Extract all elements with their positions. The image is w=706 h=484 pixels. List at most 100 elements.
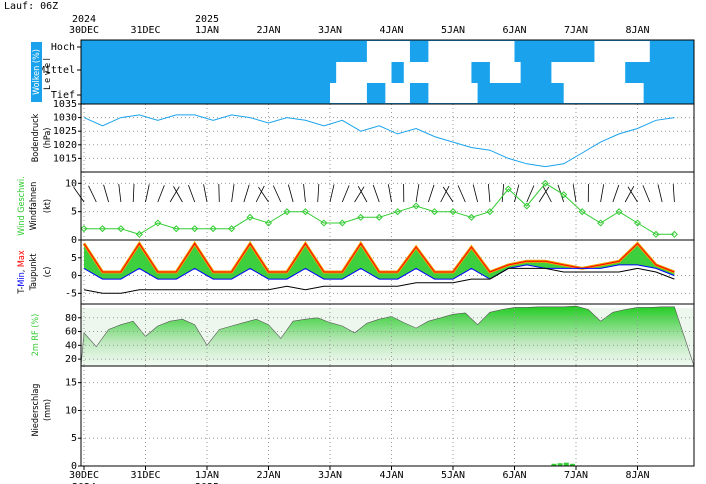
wind-barb (272, 185, 282, 203)
temperature-unit-text: (c) (43, 267, 53, 278)
wind-barb (428, 184, 435, 203)
clear-sky-block (489, 62, 521, 83)
wind-point (597, 219, 605, 227)
humidity-ylabel: 2m RF (%) (31, 314, 41, 356)
temperature-min-line (83, 264, 675, 280)
pressure-ylabel-text: Bodendruck (31, 113, 41, 162)
top-day-label: 6JAN (502, 25, 526, 36)
bottom-day-label: 8JAN (625, 470, 649, 481)
pressure-line (83, 114, 675, 168)
wind-ylabel: Wind Geschwi. (17, 176, 27, 235)
dewpoint-ylabel: Taupunkt (29, 254, 39, 292)
precipitation-ytick-label: 15 (65, 378, 77, 389)
wind-point (449, 208, 457, 216)
wind-speed-line (84, 182, 675, 235)
top-day-label: 4JAN (379, 25, 403, 36)
wind-barb (173, 186, 183, 203)
wind-barb-ylabel: Windfahnen (29, 182, 39, 231)
wind-point (301, 208, 309, 216)
wind-barb (188, 184, 196, 203)
bottom-year-label: 2024 (72, 482, 96, 484)
wind-barb (329, 184, 335, 203)
temperature-ylabel-text: T-Min, Max (17, 250, 27, 295)
precipitation-ytick-label: 0 (71, 461, 77, 472)
pressure-ytick-label: 1030 (53, 113, 77, 124)
humidity-ytick-label: 20 (65, 354, 77, 365)
wind-ytick-label: 10 (65, 178, 77, 189)
temperature-unit: (c) (43, 267, 53, 278)
wind-point (209, 225, 217, 233)
clear-sky-block (366, 41, 410, 62)
wind-barb (501, 184, 505, 203)
run-label: Lauf: 06Z (4, 1, 59, 12)
wind-point (394, 208, 402, 216)
wind-point (578, 208, 586, 216)
wind-frame (80, 171, 695, 241)
wind-barb (440, 185, 450, 203)
wind-barb (642, 185, 651, 203)
wind-barb (538, 186, 550, 203)
precipitation-unit: (mm) (43, 399, 53, 421)
top-day-label: 1JAN (195, 25, 219, 36)
bottom-day-label: 7JAN (564, 470, 588, 481)
wind-barb (657, 184, 663, 203)
wind-barb (303, 184, 306, 203)
wind-point (541, 179, 549, 187)
wind-point (486, 208, 494, 216)
humidity-ytick-label: 80 (65, 313, 77, 324)
humidity-ytick-label: 40 (65, 340, 77, 351)
wind-point (467, 213, 475, 221)
cloud-ylabel: Wolken (%) (31, 42, 42, 102)
wind-barb (157, 185, 165, 203)
temperature-ytick-label: 0 (71, 271, 77, 282)
bottom-day-label: 30DEC (69, 470, 99, 481)
level-label: Mittel (39, 65, 75, 76)
wind-point (615, 208, 623, 216)
precipitation-bar (563, 462, 569, 466)
wind-barb-ylabel-text: Windfahnen (29, 182, 39, 231)
wind-barb (387, 184, 392, 203)
precipitation-ylabel-text: Niederschlag (31, 384, 41, 437)
wind-barb (354, 186, 365, 203)
wind-point (320, 219, 328, 227)
wind-barb (487, 184, 491, 203)
clear-sky-block (403, 62, 472, 83)
wind-barb (442, 186, 454, 203)
wind-barb (627, 186, 638, 203)
temperature-ytick-label: 5 (71, 253, 77, 264)
temperature-ylabel: T-Min, Max (17, 250, 27, 295)
wind-point (154, 219, 162, 227)
wind-ytick-label: 5 (71, 207, 77, 218)
clear-sky-block (336, 62, 392, 83)
wind-barb (600, 184, 605, 203)
top-year-label: 2025 (195, 14, 219, 25)
wind-barb (118, 184, 122, 203)
bottom-day-label: 1JAN (195, 470, 219, 481)
top-year-label: 2024 (72, 14, 96, 25)
cloud-level-ylabel: L e v e l (43, 58, 53, 90)
wind-point (246, 213, 254, 221)
pressure-ylabel: Bodendruck (31, 113, 41, 162)
precipitation-ytick-label: 5 (71, 433, 77, 444)
wind-unit: (kt) (43, 199, 53, 213)
top-day-label: 2JAN (256, 25, 280, 36)
wind-point (431, 208, 439, 216)
level-label: Hoch (51, 42, 75, 53)
wind-point (357, 213, 365, 221)
wind-barb (255, 185, 265, 203)
temperature-max-line (83, 242, 675, 273)
wind-point (228, 225, 236, 233)
pressure-ytick-label: 1035 (53, 99, 77, 110)
wind-barb (624, 186, 635, 203)
wind-barb (457, 185, 466, 203)
wind-barb (132, 184, 135, 203)
wind-barb (612, 184, 620, 203)
wind-barb (317, 184, 320, 203)
pressure-ytick-label: 1025 (53, 126, 77, 137)
clear-sky-block (563, 83, 644, 103)
wind-point (191, 225, 199, 233)
bottom-day-label: 6JAN (502, 470, 526, 481)
wind-ylabel-text: Wind Geschwi. (17, 176, 27, 235)
top-day-label: 5JAN (441, 25, 465, 36)
bottom-day-label: 3JAN (318, 470, 342, 481)
